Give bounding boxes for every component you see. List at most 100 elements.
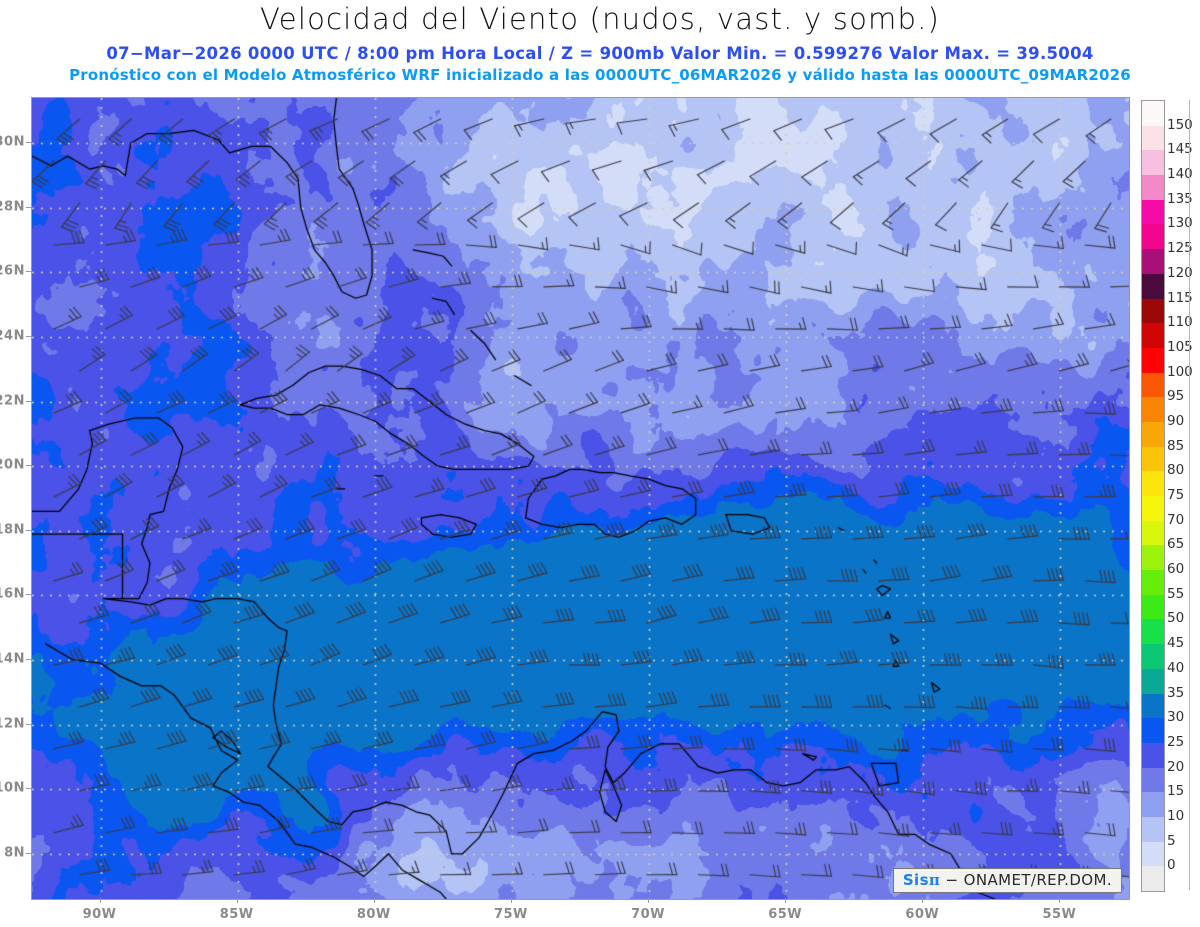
- lon-tick-label: 60W: [905, 907, 940, 922]
- colorbar-tick-label: 65: [1167, 536, 1185, 553]
- lon-tick: [99, 898, 101, 903]
- colorbar-tick-label: 85: [1167, 437, 1185, 454]
- latitude-axis: 30N 28N 26N 24N 22N 20N 18N 16N 14N 12N 10N 8N: [0, 97, 31, 898]
- lat-tick-label: 20N: [0, 457, 25, 473]
- colorbar-segment: [1142, 347, 1164, 373]
- lon-tick: [236, 898, 238, 903]
- lat-tick-label: 30N: [0, 134, 25, 150]
- colorbar-segment: [1142, 718, 1164, 743]
- colorbar-segment: [1142, 471, 1164, 496]
- colorbar-tick-label: 5: [1167, 832, 1176, 849]
- colorbar-segment: [1142, 841, 1164, 867]
- logo-pi-icon: π: [928, 871, 941, 889]
- colorbar-segment: [1142, 224, 1164, 250]
- lat-tick: [26, 465, 31, 467]
- colorbar-segment: [1142, 150, 1164, 176]
- lat-tick: [26, 723, 31, 725]
- lat-tick-label: 14N: [0, 651, 25, 667]
- map-raster: [32, 98, 1129, 899]
- lat-tick: [26, 400, 31, 402]
- colorbar-segment: [1142, 323, 1164, 348]
- subtitle-model-info: Pronóstico con el Modelo Atmosférico W…: [69, 66, 1131, 84]
- lat-tick: [26, 336, 31, 337]
- lat-tick: [26, 206, 31, 208]
- lon-tick-label: 80W: [356, 907, 391, 922]
- colorbar-tick-label: 110: [1167, 314, 1193, 331]
- colorbar-tick-label: 90: [1167, 412, 1185, 429]
- lon-tick: [922, 898, 924, 903]
- weather-map[interactable]: Sisπ − ONAMET/REP.DOM.: [31, 97, 1130, 900]
- colorbar-tick-label: 30: [1167, 709, 1185, 726]
- lat-tick: [26, 594, 31, 596]
- lat-tick-label: 8N: [4, 845, 25, 861]
- colorbar-tick-label: 145: [1167, 141, 1193, 158]
- colorbar-segment: [1142, 816, 1164, 842]
- colorbar-tick-label: 105: [1167, 338, 1193, 355]
- colorbar-tick-label: 125: [1167, 240, 1193, 257]
- lon-tick: [1059, 898, 1061, 903]
- lat-tick-label: 28N: [0, 199, 25, 215]
- colorbar-segment: [1142, 397, 1164, 422]
- lat-tick: [26, 271, 31, 273]
- lat-tick-label: 26N: [0, 263, 25, 279]
- colorbar-segment: [1142, 594, 1164, 620]
- colorbar-tick-label: 100: [1167, 363, 1193, 380]
- colorbar-segment: [1142, 693, 1164, 719]
- colorbar-segment: [1142, 249, 1164, 274]
- attribution-logo: Sisπ − ONAMET/REP.DOM.: [892, 868, 1122, 893]
- colorbar-tick-label: 120: [1167, 264, 1193, 281]
- lon-tick-label: 90W: [82, 907, 117, 922]
- lat-tick: [26, 852, 31, 854]
- lat-tick: [26, 142, 31, 144]
- colorbar-segment: [1142, 125, 1164, 151]
- lon-tick-label: 85W: [219, 907, 254, 922]
- lon-tick: [648, 898, 650, 903]
- colorbar-tick-label: 115: [1167, 289, 1193, 306]
- colorbar-tick-label: 10: [1167, 807, 1185, 824]
- colorbar-tick-label: 140: [1167, 166, 1193, 183]
- colorbar-segment: [1142, 496, 1164, 521]
- colorbar-segment: [1142, 520, 1164, 546]
- lon-tick: [785, 898, 787, 903]
- lat-tick: [26, 788, 31, 790]
- lat-tick-label: 22N: [0, 393, 25, 409]
- colorbar-tick-label: 25: [1167, 733, 1185, 750]
- lat-tick: [26, 658, 31, 660]
- colorbar-segment: [1142, 792, 1164, 817]
- colorbar-tick-label: 45: [1167, 635, 1185, 652]
- colorbar-tick-label: 135: [1167, 190, 1193, 207]
- colorbar-tick-label: 150: [1167, 116, 1193, 133]
- colorbar-tick-label: 15: [1167, 783, 1185, 800]
- page-title: Velocidad del Viento (nudos, vast. y som…: [259, 2, 940, 36]
- colorbar-labels: 150 145 140 135 130 125 120 115 110 105 100 95 90 85 8…: [1167, 100, 1200, 890]
- colorbar-tick-label: 50: [1167, 610, 1185, 627]
- colorbar-segment: [1142, 545, 1164, 571]
- colorbar-segment: [1142, 372, 1164, 398]
- lat-tick-label: 16N: [0, 586, 25, 602]
- lat-tick-label: 24N: [0, 328, 25, 344]
- colorbar-segment: [1142, 199, 1164, 225]
- lon-tick: [373, 898, 375, 903]
- colorbar-tick-label: 95: [1167, 388, 1185, 405]
- chart-header: Velocidad del Viento (nudos, vast. y som…: [0, 0, 1200, 95]
- colorbar-segment: [1142, 421, 1164, 447]
- colorbar-segment: [1142, 668, 1164, 694]
- lat-tick: [26, 529, 31, 531]
- colorbar-segment: [1142, 619, 1164, 645]
- colorbar-tick-label: 70: [1167, 511, 1185, 528]
- colorbar-segment: [1142, 570, 1164, 595]
- lon-tick: [510, 898, 512, 903]
- colorbar-segment: [1142, 175, 1164, 200]
- lat-tick-label: 10N: [0, 780, 25, 796]
- colorbar-tick-label: 40: [1167, 659, 1185, 676]
- colorbar-tick-label: 75: [1167, 487, 1185, 503]
- colorbar-segment: [1142, 644, 1164, 669]
- colorbar-segment: [1142, 742, 1164, 768]
- colorbar-segment: [1142, 866, 1164, 891]
- longitude-axis: 90W 85W 80W 75W 70W 65W 60W 55W: [31, 898, 1128, 927]
- colorbar-tick-label: 0: [1167, 857, 1176, 874]
- lon-tick-label: 55W: [1042, 907, 1077, 922]
- lat-tick-label: 12N: [0, 716, 25, 732]
- lat-tick-label: 18N: [0, 522, 25, 538]
- lon-tick-label: 70W: [631, 907, 666, 922]
